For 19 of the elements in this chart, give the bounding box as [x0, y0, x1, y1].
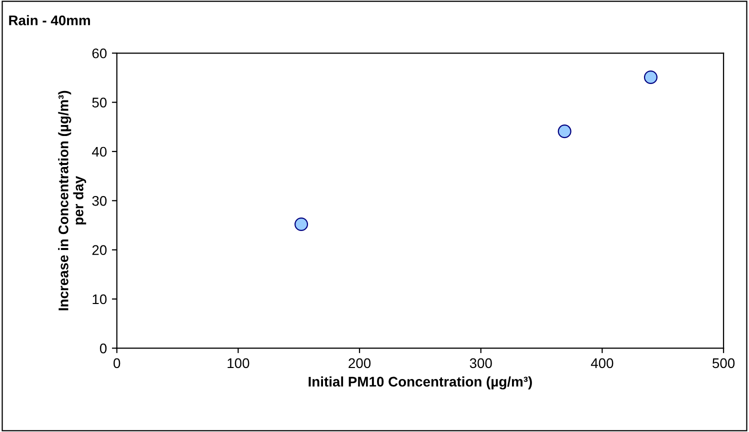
x-tick-label: 200	[348, 358, 371, 368]
chart-title: Rain - 40mm	[9, 15, 90, 26]
y-tick-label: 20	[92, 245, 107, 256]
point	[558, 124, 572, 138]
y-tick-label: 0	[100, 344, 107, 354]
x-tick-label: 100	[228, 358, 250, 368]
y-tick-label: 40	[92, 146, 107, 157]
point	[294, 218, 308, 232]
y-tick-label: 10	[92, 294, 107, 304]
x-tick-label: 0	[114, 358, 120, 368]
y-tick-label: 50	[92, 98, 107, 108]
x-axis-title: Initial PM10 Concentration (µg/m³)	[308, 376, 532, 390]
y-tick-label: 30	[92, 196, 107, 206]
x-tick-label: 300	[470, 358, 492, 368]
y-axis-title: Increase in Concentration (µg/m³) per day	[58, 90, 86, 310]
y-tick-label: 60	[92, 48, 107, 58]
point	[644, 70, 658, 84]
x-tick-label: 500	[712, 358, 735, 368]
x-tick-label: 400	[590, 358, 614, 368]
